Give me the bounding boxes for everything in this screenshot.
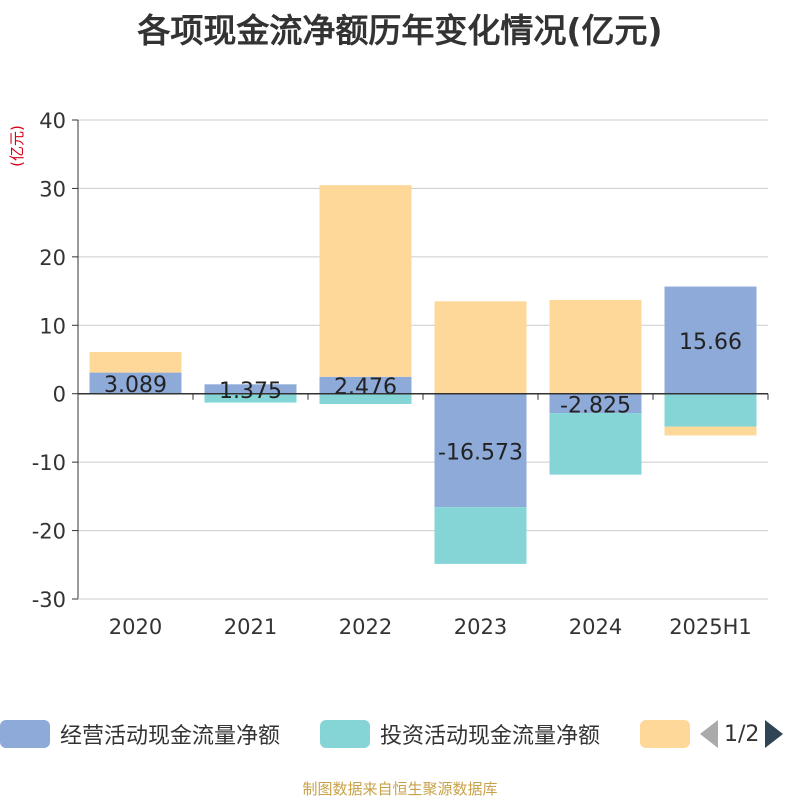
- data-label-2024: -2.825: [560, 393, 631, 418]
- y-tick-label: 40: [39, 109, 66, 133]
- bar-2020-series-2: [89, 352, 182, 373]
- legend-item-operating[interactable]: 经营活动现金流量净额: [0, 716, 280, 752]
- legend-swatch-operating: [0, 720, 50, 748]
- data-label-2022: 2.476: [334, 375, 397, 400]
- data-label-2025H1: 15.66: [679, 330, 742, 355]
- bar-2022-series-0: [319, 376, 412, 394]
- x-tick-label: 2023: [454, 615, 507, 639]
- chart-title: 各项现金流净额历年变化情况(亿元): [137, 11, 663, 50]
- legend-swatch-financing: [640, 720, 690, 748]
- bar-2024-series-1: [549, 413, 642, 475]
- y-tick-label: -10: [32, 451, 66, 475]
- bar-2023-series-2: [434, 301, 527, 394]
- next-page-icon[interactable]: [765, 720, 784, 748]
- y-tick-label: -30: [32, 588, 66, 612]
- prev-page-icon[interactable]: [700, 720, 718, 748]
- y-tick-label: 0: [53, 383, 66, 407]
- y-axis-label: (亿元): [8, 125, 26, 167]
- x-tick-label: 2021: [224, 615, 277, 639]
- x-tick-label: 2022: [339, 615, 392, 639]
- legend-page-indicator: 1/2: [724, 721, 760, 747]
- bar-2022-series-2: [319, 185, 412, 377]
- bar-2020-series-0: [89, 372, 182, 394]
- legend-item-investing[interactable]: 投资活动现金流量净额: [320, 716, 600, 752]
- legend-label-operating: 经营活动现金流量净额: [60, 724, 281, 749]
- bar-2024-series-0: [549, 393, 642, 414]
- data-label-2023: -16.573: [438, 440, 523, 465]
- bar-2023-series-0: [434, 393, 527, 508]
- legend-item-financing[interactable]: [640, 716, 700, 752]
- bar-2025H1-series-0: [664, 286, 757, 394]
- legend-swatch-investing: [320, 720, 370, 748]
- bar-2025H1-series-1: [664, 393, 757, 427]
- bar-2022-series-1: [319, 393, 412, 404]
- x-tick-label: 2024: [569, 615, 622, 639]
- y-tick-label: -20: [32, 520, 66, 544]
- x-tick-label: 2025H1: [669, 615, 752, 639]
- bar-2021-series-0: [204, 384, 297, 394]
- legend-pager: 1/2: [700, 716, 784, 752]
- source-footer: 制图数据来自恒生聚源数据库: [302, 780, 498, 798]
- y-tick-label: 10: [39, 314, 66, 338]
- bar-2025H1-series-2: [664, 426, 757, 436]
- legend-label-investing: 投资活动现金流量净额: [380, 724, 601, 749]
- y-tick-label: 20: [39, 246, 66, 270]
- legend: 经营活动现金流量净额 投资活动现金流量净额 1/2: [0, 716, 800, 752]
- bar-2021-series-1: [204, 393, 297, 403]
- bar-2023-series-1: [434, 507, 527, 564]
- x-tick-label: 2020: [109, 615, 162, 639]
- data-label-2021: 1.375: [219, 379, 282, 404]
- bar-2024-series-2: [549, 299, 642, 394]
- stacked-bar-chart: -30 -20 -10 0 10 20 30 40 (亿元) 2020 2021 2022 2023 20…: [8, 109, 769, 639]
- data-label-2020: 3.089: [104, 373, 167, 398]
- y-tick-label: 30: [39, 177, 66, 201]
